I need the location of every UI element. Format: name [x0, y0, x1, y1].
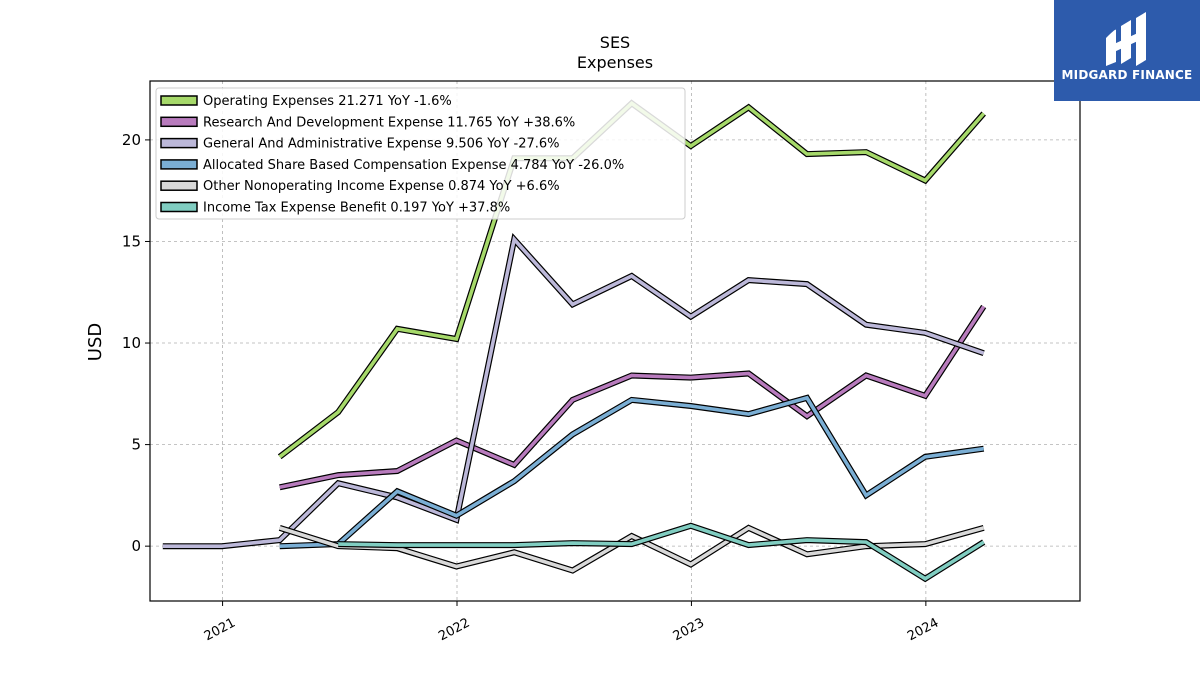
series-4	[279, 394, 985, 550]
series-layer	[162, 99, 987, 583]
legend-swatch	[160, 159, 198, 170]
x-tick-label: 2021	[202, 616, 238, 645]
series-line	[279, 525, 985, 573]
legend-label: Research And Development Expense 11.765 …	[203, 115, 575, 130]
legend-label: Operating Expenses 21.271 YoY -1.6%	[203, 94, 452, 109]
chart-subtitle: Expenses	[577, 53, 653, 72]
legend-label: Income Tax Expense Benefit 0.197 YoY +37…	[203, 201, 510, 216]
series-3	[162, 232, 985, 550]
series-line-outline	[162, 232, 985, 550]
x-tick-label: 2022	[436, 616, 472, 645]
legend-item: Income Tax Expense Benefit 0.197 YoY +37…	[160, 201, 510, 216]
legend-swatch	[160, 116, 198, 128]
legend-item: Research And Development Expense 11.765 …	[160, 115, 575, 130]
legend-label: Other Nonoperating Income Expense 0.874 …	[203, 179, 560, 194]
x-tick-label: 2024	[905, 616, 941, 645]
y-tick-label: 10	[122, 334, 141, 352]
series-5	[278, 524, 985, 574]
series-line	[162, 235, 985, 549]
y-axis-label: USD	[85, 323, 106, 361]
midgard-logo-icon	[1106, 12, 1146, 66]
legend-label: General And Administrative Expense 9.506…	[203, 137, 560, 152]
legend-item: General And Administrative Expense 9.506…	[160, 137, 560, 152]
brand-logo: MIDGARD FINANCE	[1054, 0, 1200, 101]
series-line	[338, 523, 985, 581]
legend-item: Allocated Share Based Compensation Expen…	[160, 158, 624, 173]
legend: Operating Expenses 21.271 YoY -1.6% Resea…	[155, 87, 686, 220]
legend-label: Allocated Share Based Compensation Expen…	[203, 158, 624, 173]
series-6	[338, 522, 986, 583]
axes: 0 5 10 15 20 2021 2022 2023 2024	[122, 131, 941, 644]
chart-title: SES	[600, 33, 630, 52]
legend-swatch	[160, 180, 198, 191]
y-tick-label: 20	[122, 131, 141, 149]
legend-swatch	[160, 95, 198, 106]
plot-frame	[149, 80, 1081, 602]
y-tick-label: 5	[131, 436, 141, 454]
y-tick-label: 15	[122, 232, 141, 250]
legend-item: Operating Expenses 21.271 YoY -1.6%	[160, 94, 452, 109]
legend-swatch	[160, 201, 198, 213]
legend-box	[155, 87, 686, 220]
series-2	[279, 304, 987, 491]
series-line	[279, 395, 984, 548]
logo-text: MIDGARD FINANCE	[1061, 68, 1193, 82]
x-tick-label: 2023	[671, 616, 707, 645]
legend-item: Other Nonoperating Income Expense 0.874 …	[160, 179, 560, 194]
series-line	[279, 305, 986, 490]
legend-swatch	[160, 137, 198, 149]
y-tick-label: 0	[131, 537, 141, 555]
